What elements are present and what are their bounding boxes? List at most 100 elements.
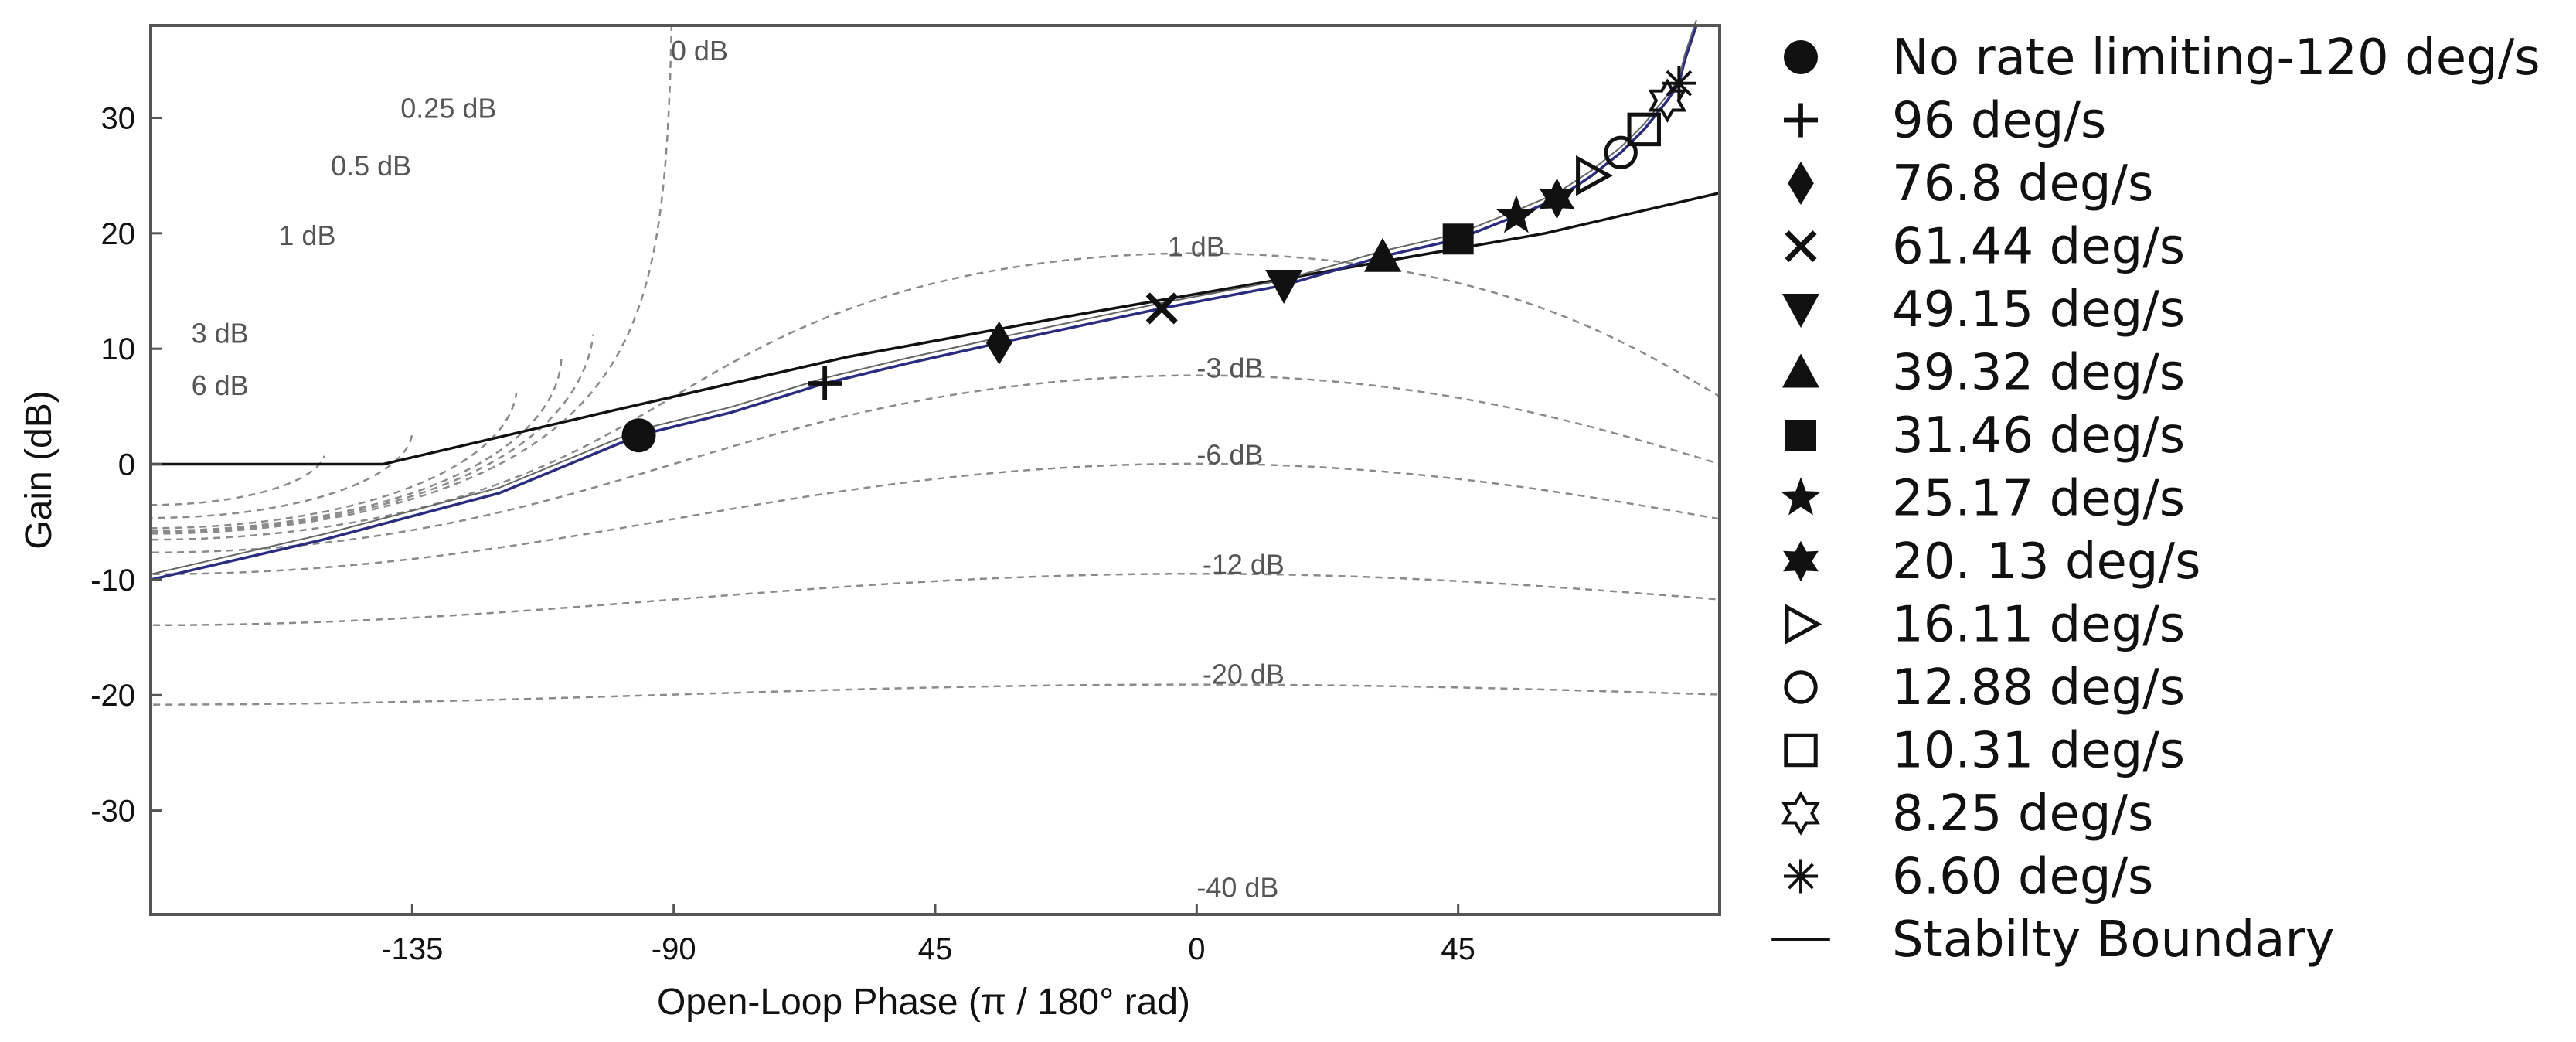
legend-marker bbox=[1784, 859, 1818, 894]
legend-marker bbox=[1785, 604, 1822, 645]
x-tick-label: -135 bbox=[381, 932, 443, 966]
legend-label: 39.32 deg/s bbox=[1892, 345, 2185, 402]
legend-item: 61.44 deg/s bbox=[1785, 219, 2185, 276]
legend-label: 96 deg/s bbox=[1892, 93, 2106, 150]
contour-label: 3 dB bbox=[192, 318, 249, 349]
legend-label: 31.46 deg/s bbox=[1892, 407, 2185, 465]
grid-contour-line bbox=[151, 572, 1720, 627]
y-tick-label: 0 bbox=[118, 448, 135, 482]
legend-item: 39.32 deg/s bbox=[1782, 345, 2185, 402]
legend-item: 25.17 deg/s bbox=[1781, 471, 2185, 528]
legend-marker bbox=[1785, 230, 1817, 263]
grid-contour-line bbox=[151, 392, 518, 530]
data-point bbox=[1496, 195, 1536, 233]
data-point bbox=[1627, 112, 1661, 147]
legend-marker bbox=[1781, 791, 1820, 836]
contour-label: 6 dB bbox=[192, 369, 249, 401]
data-point bbox=[808, 366, 842, 400]
legend-label: 61.44 deg/s bbox=[1892, 219, 2185, 276]
contour-label: -20 dB bbox=[1203, 658, 1285, 690]
legend-item: 8.25 deg/s bbox=[1781, 785, 2153, 843]
legend: No rate limiting-120 deg/s 96 deg/s76.8 d… bbox=[1771, 29, 2540, 969]
grid-contour-line bbox=[151, 683, 1720, 706]
grid-contour-line bbox=[151, 434, 413, 519]
stability-boundary-line bbox=[151, 191, 1720, 466]
legend-marker bbox=[1784, 103, 1818, 138]
legend-item: 76.8 deg/s bbox=[1788, 155, 2153, 213]
contour-labels: 0 dB 0.25 dB 0.5 dB 1 dB 3 dB 6 dB 1 dB -3 dB -6… bbox=[192, 35, 1285, 904]
data-point bbox=[1576, 155, 1613, 196]
x-tick-label: 45 bbox=[1441, 932, 1475, 966]
legend-marker bbox=[1781, 477, 1821, 516]
legend-marker bbox=[1784, 40, 1818, 74]
legend-marker bbox=[1784, 733, 1818, 768]
y-tick-label: -30 bbox=[90, 795, 135, 829]
stability-boundary bbox=[151, 191, 1720, 466]
x-tick-label: -90 bbox=[652, 932, 696, 966]
grid-contour-line bbox=[151, 374, 1720, 554]
legend-item: 6.60 deg/s bbox=[1784, 849, 2153, 906]
legend-label: Stabilty Boundary bbox=[1892, 911, 2335, 969]
contour-label: -40 dB bbox=[1196, 872, 1278, 904]
legend-label: 25.17 deg/s bbox=[1892, 471, 2185, 528]
data-point bbox=[621, 418, 656, 453]
legend-label: 76.8 deg/s bbox=[1892, 155, 2153, 213]
legend-item: 10.31 deg/s bbox=[1784, 723, 2185, 780]
legend-marker bbox=[1782, 353, 1819, 388]
legend-label: 12.88 deg/s bbox=[1892, 659, 2185, 717]
legend-marker bbox=[1785, 420, 1816, 451]
legend-label: 8.25 deg/s bbox=[1892, 785, 2153, 843]
legend-item: 96 deg/s bbox=[1784, 93, 2106, 150]
y-tick-label: 30 bbox=[101, 101, 136, 135]
contour-label: -6 dB bbox=[1196, 439, 1263, 471]
contour-label: 1 dB bbox=[278, 220, 335, 251]
data-point bbox=[1363, 237, 1401, 272]
legend-marker bbox=[1782, 294, 1819, 328]
legend-label: 49.15 deg/s bbox=[1892, 281, 2185, 339]
contour-label: 0 dB bbox=[671, 35, 728, 66]
contour-label: 0.5 dB bbox=[331, 150, 411, 182]
data-markers bbox=[621, 66, 1696, 453]
data-point bbox=[1648, 78, 1687, 123]
x-tick-label: 45 bbox=[918, 932, 953, 966]
legend-marker bbox=[1784, 670, 1818, 704]
grid-contour-line bbox=[151, 334, 594, 533]
data-point bbox=[1539, 178, 1575, 220]
legend-item: 49.15 deg/s bbox=[1782, 281, 2185, 339]
y-tick-label: 20 bbox=[101, 217, 136, 251]
grid-contour-line bbox=[151, 462, 1720, 576]
data-point bbox=[1604, 135, 1638, 170]
y-tick-label: 10 bbox=[101, 332, 136, 366]
contour-label: 1 dB bbox=[1168, 231, 1225, 263]
legend-item: 12.88 deg/s bbox=[1784, 659, 2185, 717]
legend-item: No rate limiting-120 deg/s bbox=[1784, 29, 2540, 87]
data-point bbox=[1442, 223, 1474, 255]
grid-contour-line bbox=[151, 356, 563, 533]
legend-label: 20. 13 deg/s bbox=[1892, 533, 2200, 591]
legend-item: Stabilty Boundary bbox=[1771, 911, 2335, 969]
legend-item: 31.46 deg/s bbox=[1785, 407, 2185, 465]
x-axis-title: Open-Loop Phase (π / 180° rad) bbox=[657, 982, 1190, 1023]
legend-label: 10.31 deg/s bbox=[1892, 723, 2185, 780]
grid-contour-line bbox=[151, 252, 1720, 541]
contour-label: -12 dB bbox=[1203, 548, 1285, 580]
x-tick-label: 0 bbox=[1188, 932, 1205, 966]
legend-marker bbox=[1783, 540, 1819, 582]
contour-label: -3 dB bbox=[1196, 352, 1263, 384]
data-point bbox=[1662, 66, 1696, 100]
legend-label: 6.60 deg/s bbox=[1892, 849, 2153, 906]
legend-item: 20. 13 deg/s bbox=[1783, 533, 2200, 591]
legend-label: 16.11 deg/s bbox=[1892, 597, 2185, 654]
legend-label: No rate limiting-120 deg/s bbox=[1892, 29, 2540, 87]
data-point bbox=[1145, 292, 1178, 325]
contour-label: 0.25 dB bbox=[400, 92, 496, 124]
y-tick-label: -20 bbox=[90, 679, 135, 713]
data-point bbox=[985, 321, 1012, 365]
data-point bbox=[1265, 270, 1303, 305]
axis-ticks: -135 -90 45 0 45 30 20 10 0 -10 -20 -30 bbox=[90, 101, 1475, 966]
y-tick-label: -10 bbox=[90, 564, 135, 598]
legend-item: 16.11 deg/s bbox=[1785, 597, 2185, 654]
legend-marker bbox=[1788, 162, 1814, 205]
